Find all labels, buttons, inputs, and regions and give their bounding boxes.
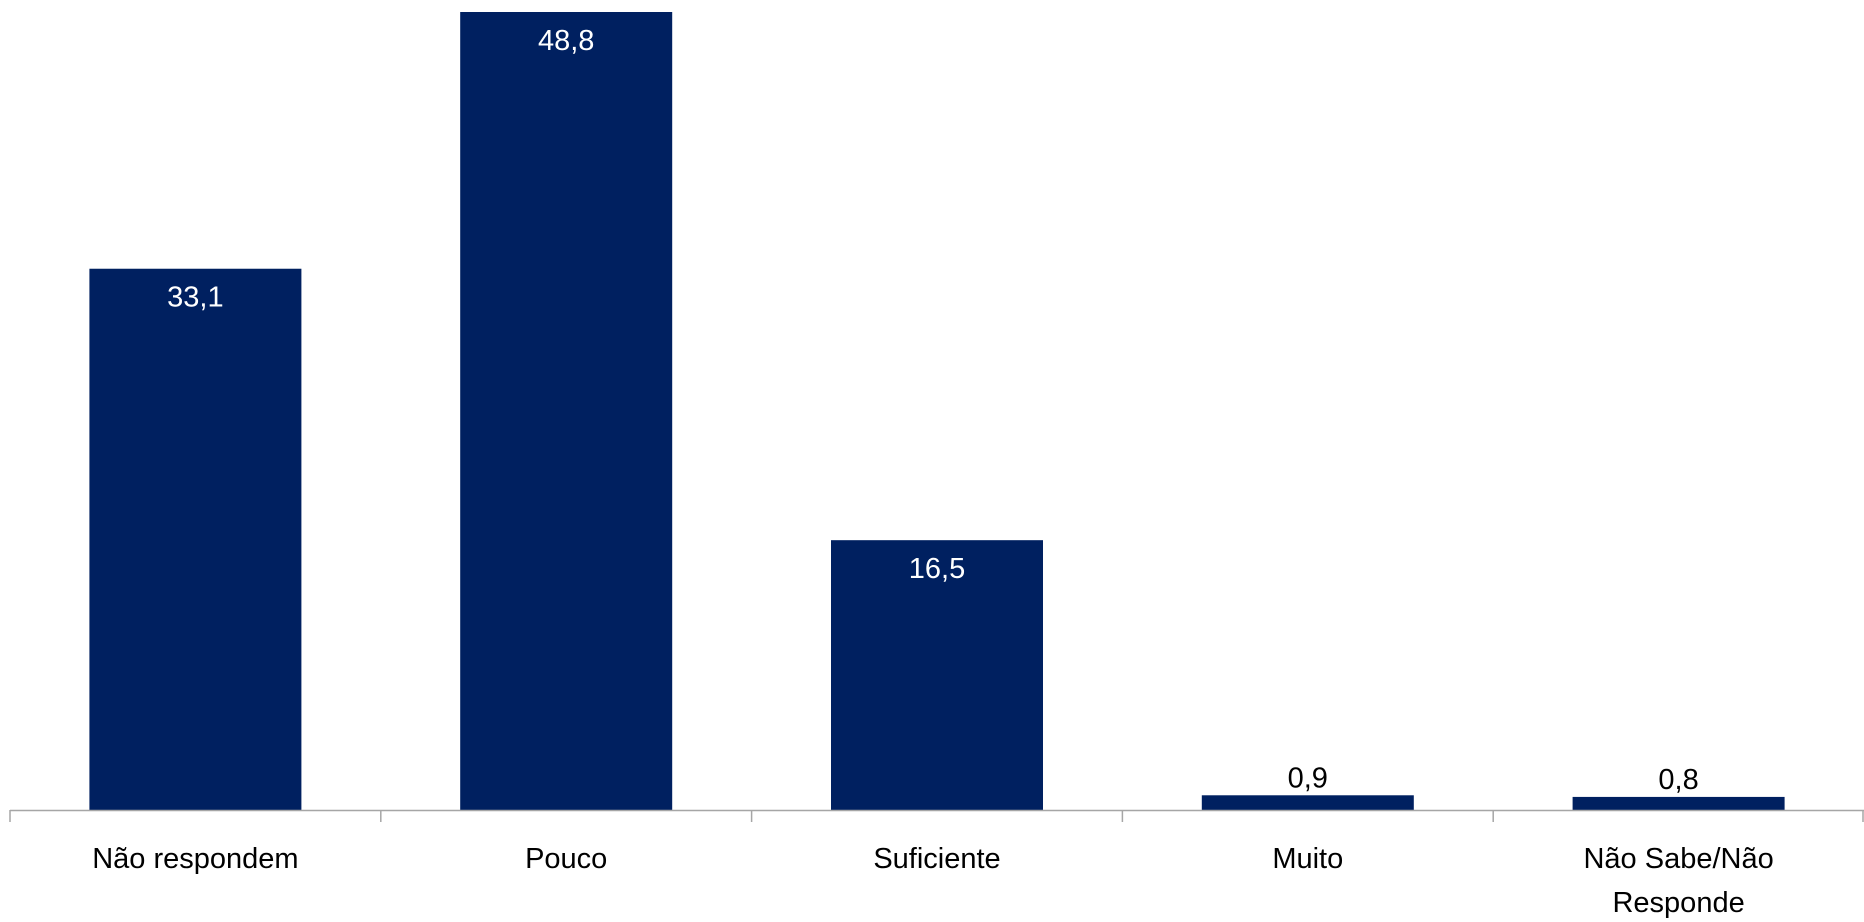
- category-labels-group: Não respondem Pouco Suficiente Muito Não Sab…: [92, 843, 1773, 919]
- data-label: 16,5: [909, 553, 965, 585]
- x-axis: [9, 809, 1864, 822]
- data-label: 33,1: [167, 282, 223, 314]
- bar: [1201, 795, 1414, 810]
- category-label: Responde: [1612, 887, 1744, 919]
- bar: [831, 540, 1043, 810]
- category-label: Muito: [1272, 843, 1343, 875]
- bars-group: [89, 12, 1785, 810]
- data-label: 0,8: [1658, 764, 1698, 796]
- category-label: Pouco: [525, 843, 607, 875]
- data-labels-group: 33,1 48,8 16,5 0,9 0,8: [167, 25, 1699, 796]
- data-label: 0,9: [1288, 762, 1328, 794]
- category-label: Não Sabe/Não: [1583, 843, 1773, 875]
- category-label: Suficiente: [873, 843, 1000, 875]
- bar: [1572, 796, 1785, 810]
- category-label: Não respondem: [92, 843, 298, 875]
- data-label: 48,8: [538, 25, 594, 57]
- bar: [89, 268, 302, 810]
- bar: [460, 12, 673, 810]
